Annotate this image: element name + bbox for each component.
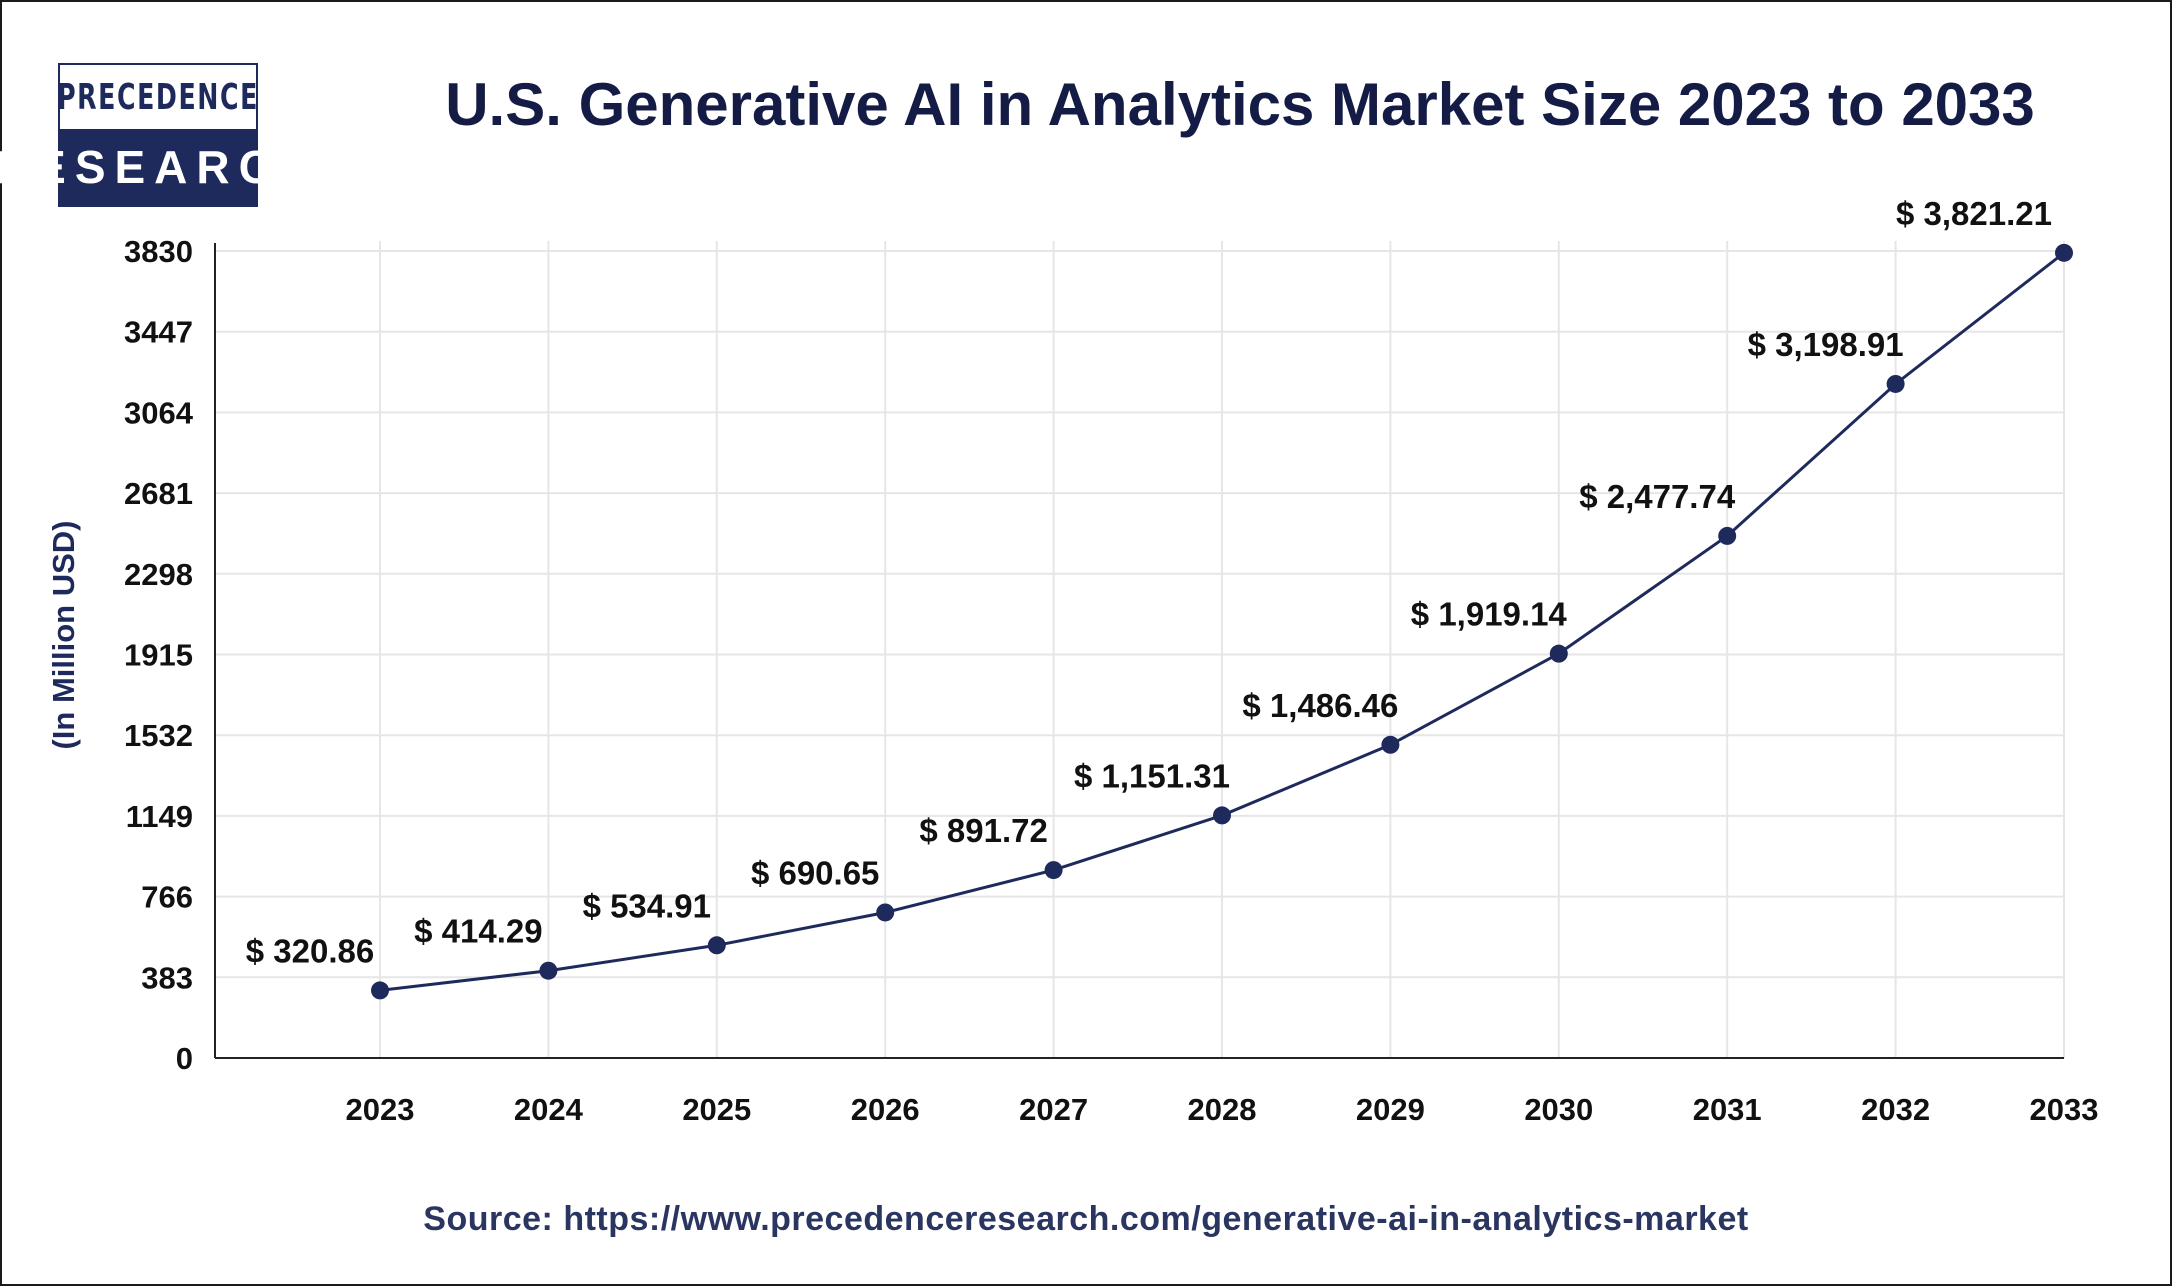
y-tick-label: 383 — [141, 960, 193, 995]
x-tick-label: 2030 — [1524, 1092, 1593, 1127]
x-tick-label: 2023 — [346, 1092, 415, 1127]
y-tick-label: 2298 — [124, 557, 193, 592]
y-tick-label: 3447 — [124, 315, 193, 350]
data-label: $ 534.91 — [583, 887, 711, 924]
y-tick-label: 1915 — [124, 638, 193, 673]
data-point — [2055, 243, 2073, 262]
data-label: $ 690.65 — [751, 854, 879, 891]
data-label: $ 3,821.21 — [1896, 195, 2052, 232]
x-tick-label: 2025 — [682, 1092, 751, 1127]
data-point — [371, 981, 389, 1000]
data-point — [539, 961, 558, 980]
data-point — [1213, 806, 1231, 825]
data-label: $ 1,919.14 — [1411, 596, 1568, 633]
y-tick-label: 766 — [141, 880, 193, 915]
chart-title: U.S. Generative AI in Analytics Market S… — [445, 71, 2035, 138]
x-tick-label: 2026 — [851, 1092, 920, 1127]
data-point — [1044, 861, 1063, 880]
data-point — [1886, 374, 1905, 393]
x-tick-label: 2028 — [1188, 1092, 1257, 1127]
y-tick-label: 3064 — [124, 395, 194, 430]
x-tick-label: 2033 — [2030, 1092, 2099, 1127]
x-tick-label: 2031 — [1693, 1092, 1762, 1127]
y-tick-label: 2681 — [124, 476, 193, 511]
data-label: $ 3,198.91 — [1748, 326, 1904, 363]
x-tick-label: 2029 — [1356, 1092, 1425, 1127]
data-label: $ 1,151.31 — [1074, 757, 1230, 794]
source-text: Source: https://www.precedenceresearch.c… — [423, 1200, 1749, 1238]
data-label: $ 320.86 — [246, 932, 374, 969]
data-label: $ 2,477.74 — [1579, 478, 1736, 515]
x-tick-label: 2032 — [1861, 1092, 1930, 1127]
x-tick-label: 2024 — [514, 1092, 584, 1127]
y-tick-label: 0 — [176, 1041, 193, 1076]
data-point — [1718, 526, 1737, 545]
logo-line1: PRECEDENCE — [57, 65, 257, 129]
data-point — [876, 903, 895, 922]
y-tick-label: 1532 — [124, 718, 193, 753]
data-point — [1549, 644, 1568, 663]
y-tick-label: 3830 — [124, 234, 193, 269]
data-point — [1381, 735, 1400, 754]
data-label: $ 891.72 — [919, 812, 1047, 849]
x-tick-label: 2027 — [1019, 1092, 1088, 1127]
data-point — [707, 936, 726, 955]
data-label: $ 1,486.46 — [1242, 687, 1398, 724]
y-tick-label: 1149 — [126, 799, 193, 834]
data-label: $ 414.29 — [414, 913, 542, 950]
